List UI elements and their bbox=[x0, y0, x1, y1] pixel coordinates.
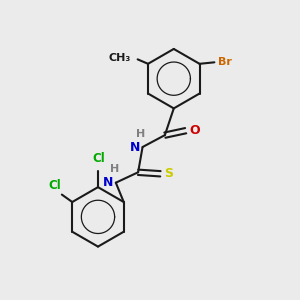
Text: Cl: Cl bbox=[92, 152, 105, 166]
Text: Cl: Cl bbox=[48, 179, 61, 192]
Text: H: H bbox=[136, 129, 146, 139]
Text: H: H bbox=[110, 164, 119, 174]
Text: O: O bbox=[189, 124, 200, 137]
Text: N: N bbox=[103, 176, 113, 189]
Text: S: S bbox=[164, 167, 173, 180]
Text: Br: Br bbox=[218, 57, 232, 67]
Text: CH₃: CH₃ bbox=[109, 53, 131, 64]
Text: N: N bbox=[130, 140, 140, 154]
